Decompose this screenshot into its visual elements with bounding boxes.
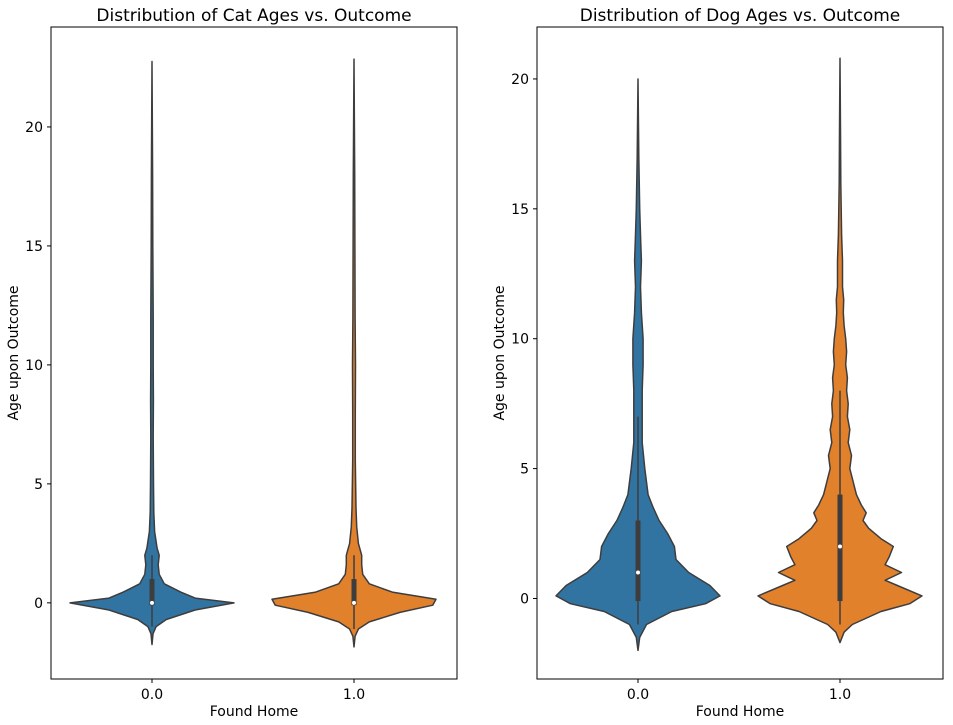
y-tick-label: 10 bbox=[511, 332, 529, 348]
y-tick-label: 0 bbox=[34, 596, 43, 612]
iqr-box-0.0 bbox=[149, 579, 155, 606]
y-tick-label: 20 bbox=[25, 120, 43, 136]
x-axis-label: Found Home bbox=[210, 704, 299, 720]
y-tick-label: 15 bbox=[25, 239, 43, 255]
chart-title: Distribution of Dog Ages vs. Outcome bbox=[580, 6, 901, 26]
axes-frame bbox=[536, 26, 944, 680]
y-tick-label: 20 bbox=[511, 72, 529, 88]
y-axis-label: Age upon Outcome bbox=[6, 285, 22, 420]
y-tick-label: 0 bbox=[520, 591, 529, 607]
violin-1.0 bbox=[271, 58, 437, 648]
median-point-0.0 bbox=[636, 570, 640, 575]
iqr-box-0.0 bbox=[635, 520, 641, 602]
violin-1.0 bbox=[757, 57, 923, 644]
x-tick-label: 1.0 bbox=[829, 687, 851, 703]
y-tick-label: 15 bbox=[511, 202, 529, 218]
median-point-0.0 bbox=[150, 600, 154, 605]
median-point-1.0 bbox=[838, 544, 842, 549]
iqr-box-1.0 bbox=[351, 579, 357, 606]
dog-ages-panel: 0 5 10 15 20 0.0 1.0 Distribution of Dog Ages v… bbox=[492, 6, 944, 720]
x-tick-label: 0.0 bbox=[141, 687, 163, 703]
cat-ages-panel: 0 5 10 15 20 0.0 1.0 Distribution of Cat Ages v… bbox=[6, 6, 458, 720]
median-point-1.0 bbox=[352, 600, 356, 605]
violin-0.0 bbox=[555, 78, 721, 652]
chart-title: Distribution of Cat Ages vs. Outcome bbox=[96, 6, 411, 26]
y-tick-label: 5 bbox=[34, 477, 43, 493]
violin-0.0 bbox=[69, 60, 235, 646]
x-tick-label: 0.0 bbox=[627, 687, 649, 703]
y-axis-label: Age upon Outcome bbox=[492, 285, 508, 420]
y-tick-label: 5 bbox=[520, 462, 529, 478]
x-tick-label: 1.0 bbox=[343, 687, 365, 703]
axes-frame bbox=[50, 26, 458, 680]
y-tick-label: 10 bbox=[25, 358, 43, 374]
x-axis-label: Found Home bbox=[696, 704, 785, 720]
